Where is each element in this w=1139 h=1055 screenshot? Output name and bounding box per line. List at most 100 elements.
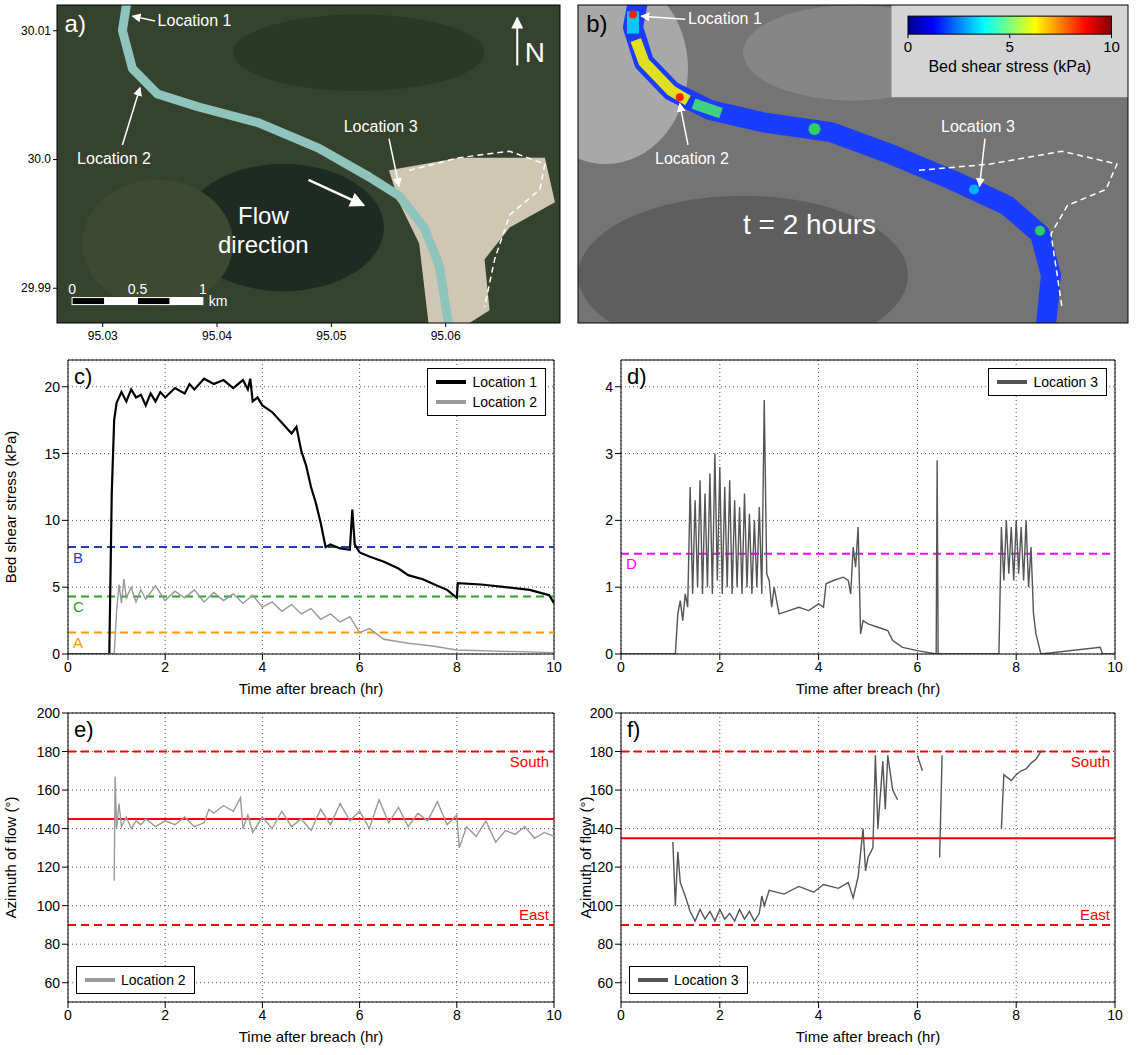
svg-text:A: A	[73, 634, 83, 651]
svg-text:Azimuth of flow (°): Azimuth of flow (°)	[2, 797, 19, 919]
svg-text:60: 60	[597, 975, 613, 991]
svg-text:direction: direction	[218, 231, 309, 258]
html-text:Location 2: Location 2	[472, 394, 537, 410]
svg-text:Time after breach (hr): Time after breach (hr)	[796, 680, 941, 697]
svg-text:4: 4	[815, 659, 823, 675]
svg-text:Location 3: Location 3	[941, 118, 1015, 135]
svg-text:100: 100	[37, 898, 61, 914]
svg-text:200: 200	[37, 705, 61, 721]
svg-text:160: 160	[37, 782, 61, 798]
svg-text:120: 120	[37, 859, 61, 875]
html-text:Location 2: Location 2	[121, 972, 186, 988]
svg-text:2: 2	[716, 659, 724, 675]
svg-text:0.5: 0.5	[128, 281, 148, 297]
html-text:e): e)	[74, 717, 94, 742]
svg-text:Location 1: Location 1	[688, 10, 762, 27]
svg-text:120: 120	[589, 859, 613, 876]
svg-text:60: 60	[44, 975, 60, 991]
html-text:d): d)	[627, 364, 647, 389]
svg-text:5: 5	[52, 579, 60, 595]
html-text:Location 1: Location 1	[472, 374, 537, 390]
html-text:Location 3: Location 3	[674, 972, 739, 988]
svg-text:Time after breach (hr): Time after breach (hr)	[239, 1028, 384, 1045]
svg-text:6: 6	[356, 659, 364, 675]
svg-text:0: 0	[52, 646, 60, 662]
svg-text:East: East	[519, 906, 550, 923]
svg-text:30.0: 30.0	[28, 152, 52, 166]
svg-text:29.99: 29.99	[21, 281, 51, 295]
svg-text:140: 140	[37, 821, 61, 837]
svg-text:3: 3	[605, 446, 613, 462]
svg-text:Flow: Flow	[238, 202, 289, 229]
svg-text:80: 80	[597, 936, 613, 952]
svg-text:200: 200	[590, 705, 614, 721]
svg-text:South: South	[1071, 753, 1110, 770]
svg-text:t = 2 hours: t = 2 hours	[743, 209, 876, 240]
svg-text:4: 4	[259, 1007, 267, 1023]
svg-text:Location 3: Location 3	[344, 118, 418, 135]
svg-text:180: 180	[37, 744, 61, 760]
svg-text:4: 4	[259, 659, 267, 675]
svg-text:Time after breach (hr): Time after breach (hr)	[239, 680, 384, 697]
svg-text:140: 140	[589, 820, 613, 837]
svg-text:8: 8	[453, 659, 461, 675]
svg-text:80: 80	[44, 936, 60, 952]
svg-text:2: 2	[161, 659, 169, 675]
svg-text:6: 6	[356, 1007, 364, 1023]
svg-text:1: 1	[605, 579, 613, 595]
svg-text:C: C	[73, 598, 84, 615]
svg-text:10: 10	[1107, 659, 1123, 675]
svg-text:Bed shear stress (kPa): Bed shear stress (kPa)	[2, 431, 19, 584]
svg-text:95.05: 95.05	[316, 329, 346, 343]
svg-text:0: 0	[617, 659, 625, 675]
svg-text:15: 15	[44, 446, 60, 462]
svg-text:Location 1: Location 1	[158, 12, 232, 29]
svg-text:8: 8	[1012, 1007, 1020, 1023]
svg-text:8: 8	[1012, 659, 1020, 675]
html-text:Location 3: Location 3	[1033, 374, 1098, 390]
svg-text:2: 2	[161, 1007, 169, 1023]
svg-text:0: 0	[904, 38, 912, 55]
svg-text:5: 5	[1006, 38, 1014, 55]
svg-text:D: D	[626, 555, 637, 572]
svg-text:95.03: 95.03	[88, 329, 118, 343]
svg-text:10: 10	[44, 512, 60, 528]
svg-text:Location 2: Location 2	[655, 150, 729, 167]
svg-text:4: 4	[605, 379, 613, 395]
svg-text:95.06: 95.06	[431, 329, 461, 343]
svg-text:Time after breach (hr): Time after breach (hr)	[796, 1028, 941, 1045]
svg-text:1: 1	[199, 281, 207, 297]
svg-text:0: 0	[68, 281, 76, 297]
svg-text:4: 4	[815, 1007, 823, 1023]
svg-text:160: 160	[590, 782, 614, 798]
svg-text:180: 180	[590, 744, 614, 760]
svg-text:95.04: 95.04	[202, 329, 232, 343]
svg-text:0: 0	[64, 659, 72, 675]
svg-text:10: 10	[1107, 1007, 1123, 1023]
svg-text:0: 0	[605, 646, 613, 662]
svg-text:2: 2	[605, 512, 613, 528]
svg-text:20: 20	[44, 379, 60, 395]
svg-text:10: 10	[546, 659, 562, 675]
svg-text:0: 0	[617, 1007, 625, 1023]
svg-text:100: 100	[589, 897, 613, 914]
svg-text:6: 6	[914, 659, 922, 675]
svg-text:East: East	[1080, 906, 1111, 923]
svg-text:2: 2	[716, 1007, 724, 1023]
svg-text:10: 10	[546, 1007, 562, 1023]
svg-text:6: 6	[914, 1007, 922, 1023]
svg-text:30.01: 30.01	[21, 24, 51, 38]
svg-text:b): b)	[586, 10, 607, 37]
svg-text:N: N	[525, 37, 545, 68]
svg-text:km: km	[209, 293, 228, 309]
svg-text:10: 10	[1103, 38, 1120, 55]
html-text:c): c)	[74, 364, 93, 389]
svg-text:a): a)	[65, 10, 86, 37]
svg-text:8: 8	[453, 1007, 461, 1023]
svg-text:Bed shear stress (kPa): Bed shear stress (kPa)	[928, 58, 1091, 75]
svg-text:0: 0	[64, 1007, 72, 1023]
svg-text:Location 2: Location 2	[77, 150, 151, 167]
svg-text:Azimuth of flow (°): Azimuth of flow (°)	[577, 797, 594, 919]
svg-text:South: South	[510, 753, 549, 770]
svg-text:B: B	[73, 549, 83, 566]
